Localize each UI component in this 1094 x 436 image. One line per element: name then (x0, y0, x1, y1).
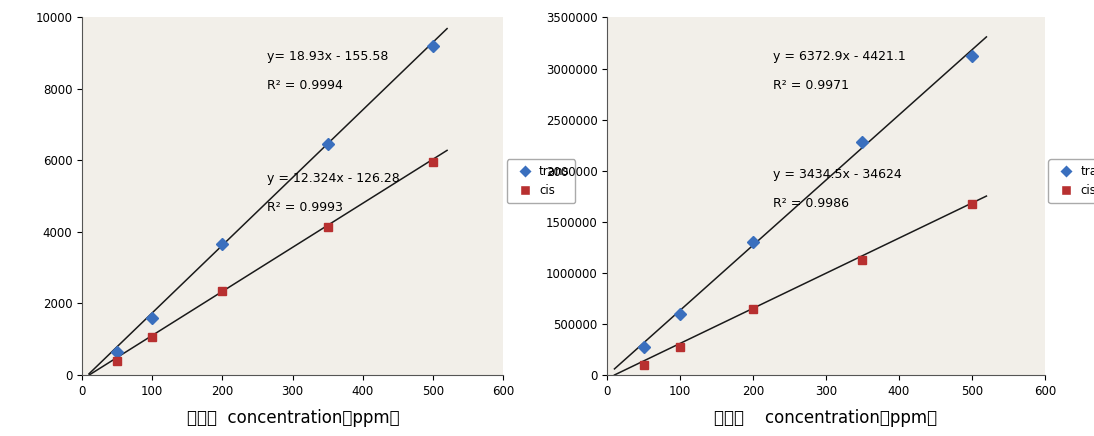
Legend: trans, cis: trans, cis (1048, 159, 1094, 203)
Text: R² = 0.9971: R² = 0.9971 (773, 79, 849, 92)
Legend: trans, cis: trans, cis (507, 159, 575, 203)
Text: y = 3434.5x - 34624: y = 3434.5x - 34624 (773, 168, 903, 181)
Text: y= 18.93x - 155.58: y= 18.93x - 155.58 (267, 50, 388, 63)
Text: R² = 0.9994: R² = 0.9994 (267, 79, 344, 92)
Text: R² = 0.9986: R² = 0.9986 (773, 197, 849, 210)
Text: y = 12.324x - 126.28: y = 12.324x - 126.28 (267, 172, 400, 185)
Text: 순천대  concentration（ppm）: 순천대 concentration（ppm） (187, 409, 399, 427)
Text: y = 6372.9x - 4421.1: y = 6372.9x - 4421.1 (773, 50, 906, 63)
Text: 부산대    concentration（ppm）: 부산대 concentration（ppm） (714, 409, 938, 427)
Text: R² = 0.9993: R² = 0.9993 (267, 201, 344, 214)
